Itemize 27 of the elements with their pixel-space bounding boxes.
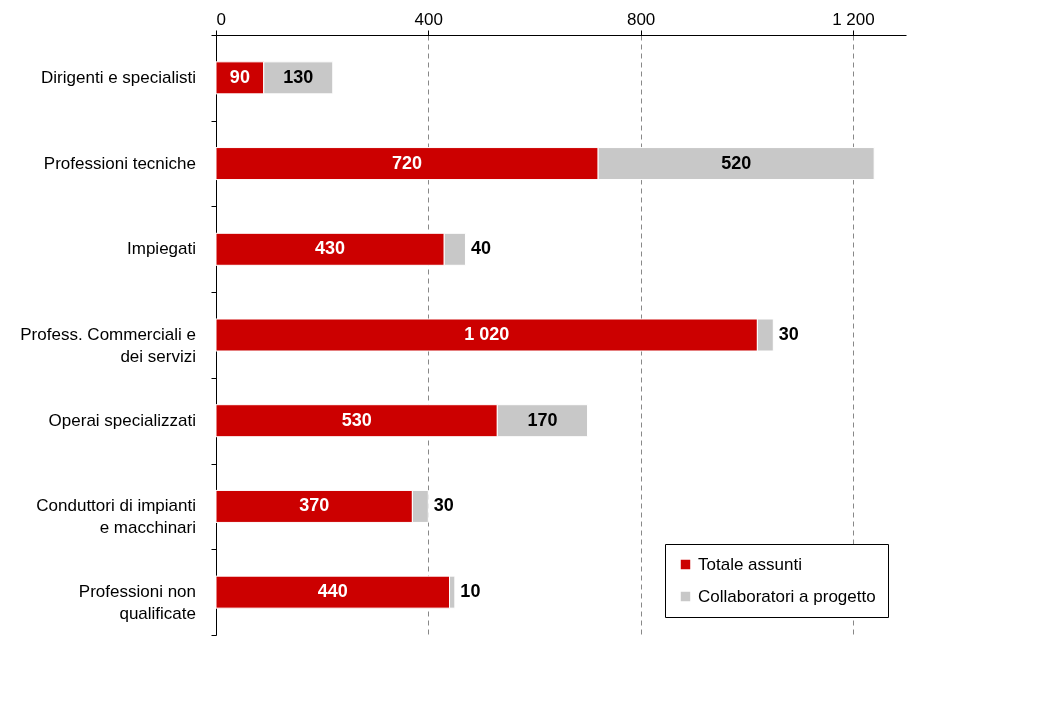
- y-tick-label: Impiegati: [127, 239, 196, 259]
- data-label: 520: [721, 152, 752, 173]
- x-tick-label: 400: [414, 9, 443, 29]
- data-label: 720: [392, 152, 423, 173]
- data-label: 10: [460, 581, 481, 602]
- legend-label: Totale assunti: [698, 554, 802, 574]
- y-tick-label: Conduttori di impianti e macchinari: [36, 496, 196, 538]
- y-tick-label: Professioni non qualificate: [78, 582, 196, 624]
- data-label: 90: [229, 66, 250, 87]
- data-label: 370: [299, 495, 330, 516]
- y-tick-label: Operai specializzati: [48, 410, 196, 430]
- data-label: 40: [470, 238, 492, 259]
- y-tick-label: Profess. Commerciali e dei servizi: [20, 325, 196, 366]
- data-label: 430: [315, 238, 346, 259]
- y-tick-label: Professioni tecniche: [43, 153, 196, 173]
- x-tick-label: 800: [626, 9, 656, 29]
- data-label: 30: [778, 324, 799, 344]
- legend-label: Collaboratori a progetto: [698, 586, 876, 606]
- data-label: 30: [433, 495, 454, 516]
- data-label: 440: [317, 581, 348, 602]
- data-label: 130: [283, 66, 314, 87]
- y-tick-label: Dirigenti e specialisti: [41, 67, 196, 87]
- x-tick-label: 1 200: [832, 9, 875, 29]
- data-label: 530: [341, 409, 372, 430]
- data-label: 1 020: [464, 324, 510, 344]
- data-label: 170: [527, 409, 558, 430]
- x-tick-label: 0: [216, 9, 226, 29]
